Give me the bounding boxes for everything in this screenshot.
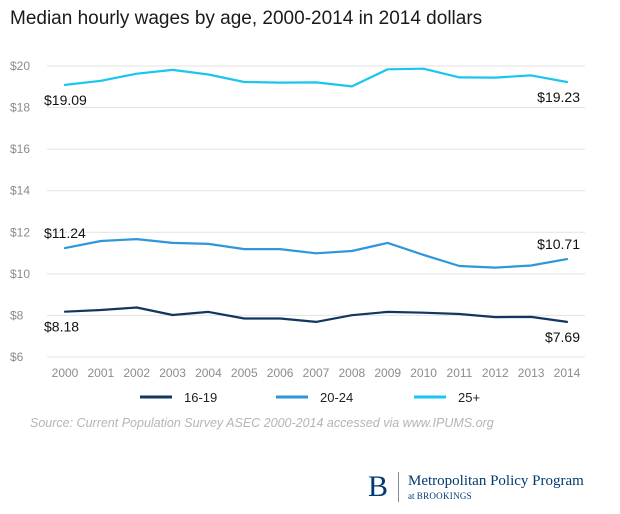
- x-tick-label: 2008: [339, 366, 366, 380]
- legend: 16-19 20-24 25+: [140, 390, 480, 405]
- brookings-b-logo: B: [368, 470, 389, 503]
- data-label: $7.69: [545, 329, 580, 345]
- affiliation-prefix: at: [408, 490, 415, 501]
- line-chart: $6$8$10$12$14$16$18$20 2000 2001 2002 2003 2…: [10, 59, 585, 405]
- series-line-16-19: [63, 306, 569, 323]
- x-tick-label: 2005: [231, 366, 258, 380]
- x-tick-label: 2004: [195, 366, 222, 380]
- data-label: $19.23: [537, 89, 580, 105]
- y-tick-label: $20: [10, 59, 30, 73]
- chart-title: Median hourly wages by age, 2000-2014 in…: [10, 8, 483, 29]
- logo-divider: [398, 472, 400, 502]
- x-tick-label: 2006: [267, 366, 294, 380]
- x-tick-label: 2003: [159, 366, 186, 380]
- y-axis-ticks: $6 $8 $10 $12 $14 $16 $18 $20: [10, 59, 30, 364]
- x-tick-label: 2000: [52, 366, 79, 380]
- x-tick-label: 2012: [482, 366, 509, 380]
- x-tick-label: 2014: [554, 366, 581, 380]
- x-tick-label: 2001: [88, 366, 115, 380]
- y-tick-label: $8: [10, 308, 24, 322]
- legend-label: 20-24: [320, 390, 353, 405]
- y-tick-label: $14: [10, 184, 30, 198]
- x-axis-ticks: 2000 2001 2002 2003 2004 2005 2006 2007 2008 2009…: [52, 366, 581, 380]
- y-tick-label: $18: [10, 101, 30, 115]
- data-label: $19.09: [44, 92, 87, 108]
- brookings-logo: B Metropolitan Policy Program at BROOKIN…: [368, 470, 584, 504]
- series-line-25+: [63, 67, 569, 88]
- x-tick-label: 2002: [123, 366, 150, 380]
- y-tick-label: $16: [10, 142, 30, 156]
- series-line-20-24: [63, 238, 569, 269]
- data-label: $11.24: [44, 225, 86, 241]
- y-tick-label: $6: [10, 350, 24, 364]
- brand-text: Metropolitan Policy Program at BROOKINGS: [408, 473, 584, 502]
- gridlines: [47, 65, 585, 358]
- x-tick-label: 2011: [447, 366, 473, 380]
- source-note: Source: Current Population Survey ASEC 2…: [30, 416, 494, 430]
- x-tick-label: 2013: [518, 366, 545, 380]
- series-lines: [63, 67, 569, 323]
- program-name: Metropolitan Policy Program: [408, 472, 584, 489]
- program-affiliation: at BROOKINGS: [408, 490, 584, 502]
- data-labels: $19.09 $19.23 $11.24 $10.71 $8.18 $7.69: [44, 89, 580, 345]
- x-tick-label: 2007: [303, 366, 330, 380]
- y-tick-label: $12: [10, 225, 30, 239]
- affiliation-org: BROOKINGS: [416, 490, 472, 501]
- legend-label: 25+: [458, 390, 480, 405]
- legend-label: 16-19: [184, 390, 217, 405]
- y-tick-label: $10: [10, 267, 30, 281]
- data-label: $10.71: [537, 236, 580, 252]
- x-tick-label: 2010: [410, 366, 437, 380]
- x-tick-label: 2009: [374, 366, 401, 380]
- data-label: $8.18: [44, 319, 79, 335]
